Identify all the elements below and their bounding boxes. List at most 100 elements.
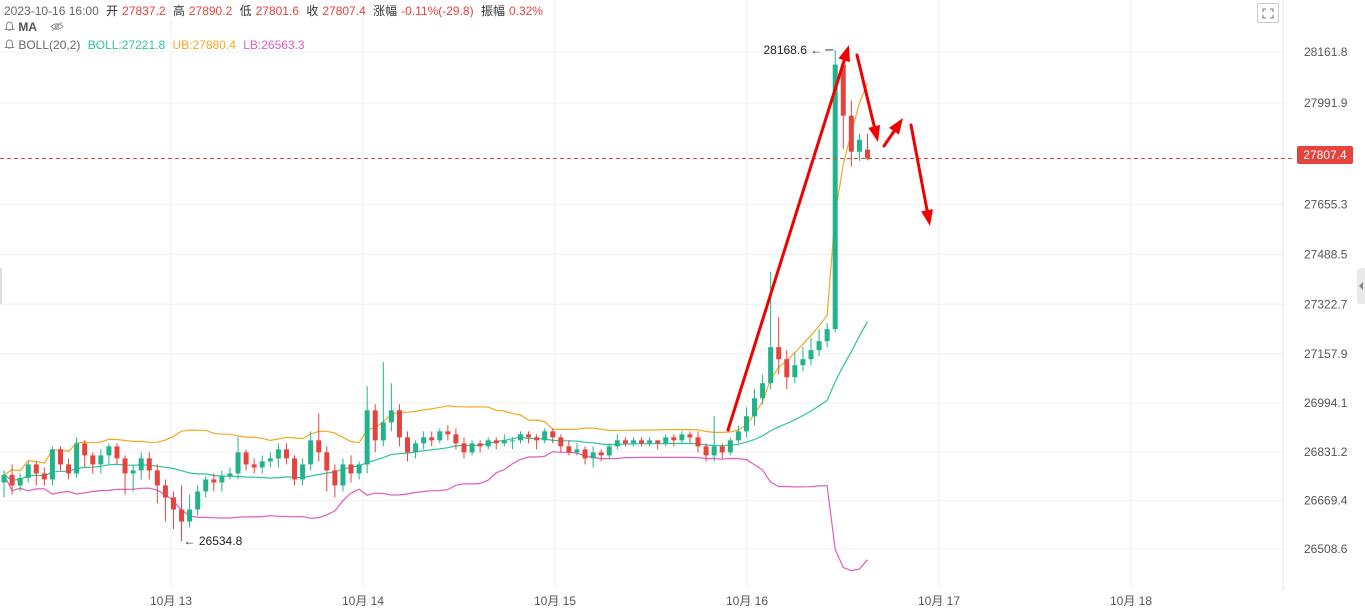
- candle-body: [388, 410, 394, 423]
- side-panel-toggle[interactable]: [1357, 268, 1365, 304]
- candle: [235, 437, 241, 480]
- x-tick-label: 10月 18: [1110, 594, 1152, 608]
- candle: [219, 470, 225, 492]
- candles: [1, 49, 870, 542]
- candle-body: [808, 350, 814, 360]
- low-label: 低: [239, 4, 252, 18]
- candle-body: [90, 455, 96, 465]
- y-tick-label: 26669.4: [1304, 494, 1348, 508]
- candle-body: [380, 422, 386, 441]
- candle: [187, 494, 193, 528]
- candle-body: [832, 64, 838, 330]
- candle-body: [154, 470, 160, 486]
- candle: [445, 425, 451, 441]
- candle-body: [179, 509, 185, 522]
- candle-body: [663, 437, 669, 444]
- candle-body: [259, 461, 265, 468]
- candle: [590, 446, 596, 468]
- arrow-up-bounce-head: [889, 118, 903, 135]
- candle-body: [195, 491, 201, 510]
- candle: [138, 452, 144, 480]
- candle-body: [687, 434, 693, 438]
- candle: [396, 404, 402, 447]
- candle: [542, 428, 548, 444]
- candle-body: [227, 473, 233, 477]
- candle-body: [251, 464, 257, 468]
- candle-body: [316, 440, 322, 453]
- candle-body: [582, 449, 588, 459]
- candle-body: [106, 446, 112, 456]
- candle: [856, 133, 862, 161]
- boll-lb-value: LB:26563.3: [243, 38, 305, 52]
- candle-body: [372, 410, 378, 441]
- candle-body: [98, 455, 104, 465]
- candle: [300, 458, 306, 486]
- candle: [324, 446, 330, 492]
- candle-body: [816, 341, 822, 351]
- candle: [66, 458, 72, 480]
- candle-body: [558, 437, 564, 447]
- bell-icon[interactable]: [4, 21, 15, 32]
- candle-body: [348, 464, 354, 474]
- candle: [388, 383, 394, 432]
- candle-body: [622, 440, 628, 444]
- candle: [33, 461, 39, 486]
- arrow-down-pullback-head: [868, 125, 881, 142]
- candle: [647, 437, 653, 447]
- bell-icon[interactable]: [4, 39, 15, 50]
- candle: [41, 467, 47, 486]
- candle: [57, 446, 63, 471]
- candle: [90, 452, 96, 474]
- candle-body: [800, 359, 806, 366]
- candle-body: [477, 443, 483, 447]
- change-label: 涨幅: [373, 4, 398, 18]
- candle-body: [792, 365, 798, 378]
- candle-body: [364, 410, 370, 465]
- bollinger-bands: [3, 82, 869, 572]
- candle-body: [703, 446, 709, 456]
- candle-body: [437, 431, 443, 441]
- candle: [106, 443, 112, 465]
- candle-body: [760, 383, 766, 399]
- candle-body: [74, 443, 80, 474]
- candle: [267, 452, 273, 468]
- left-edge-handle[interactable]: [0, 268, 2, 304]
- ma-indicator[interactable]: MA: [4, 20, 65, 34]
- candle: [639, 437, 645, 447]
- arrow-down-drop-shaft: [909, 123, 929, 212]
- candle-body: [711, 446, 717, 456]
- x-tick-label: 10月 13: [150, 594, 192, 608]
- y-tick-label: 27991.9: [1304, 96, 1348, 110]
- arrow-down-drop-head: [921, 209, 933, 226]
- candle-body: [396, 410, 402, 438]
- candle-body: [332, 470, 338, 486]
- candle: [154, 464, 160, 504]
- fullscreen-button[interactable]: [1257, 3, 1279, 23]
- candle: [114, 443, 120, 465]
- header-datetime: 2023-10-16 16:00: [4, 4, 99, 18]
- annotations: 28168.6 ← ← 26534.8: [184, 43, 834, 548]
- candle: [784, 350, 790, 390]
- candle: [275, 443, 281, 468]
- candle-body: [517, 434, 523, 441]
- candle-body: [485, 440, 491, 447]
- y-tick-label: 27322.7: [1304, 297, 1348, 311]
- candle-body: [743, 416, 749, 432]
- y-axis: 28161.8 27991.9 27655.3 27488.5 27322.7 27157…: [1304, 45, 1348, 556]
- candle-body: [727, 440, 733, 453]
- eye-hidden-icon[interactable]: [50, 21, 65, 32]
- candle-body: [421, 437, 427, 444]
- candle: [348, 455, 354, 483]
- candle: [719, 443, 725, 459]
- y-tick-label: 26831.2: [1304, 445, 1348, 459]
- candle: [98, 449, 104, 474]
- candle-body: [445, 431, 451, 435]
- candle-body: [162, 485, 168, 498]
- candle: [17, 473, 23, 492]
- candle: [630, 437, 636, 447]
- candle-body: [187, 509, 193, 522]
- candle: [598, 449, 604, 462]
- low-value: 27801.6: [255, 4, 299, 18]
- boll-indicator[interactable]: BOLL(20,2) BOLL:27221.8 UB:27880.4 LB:26…: [4, 38, 309, 52]
